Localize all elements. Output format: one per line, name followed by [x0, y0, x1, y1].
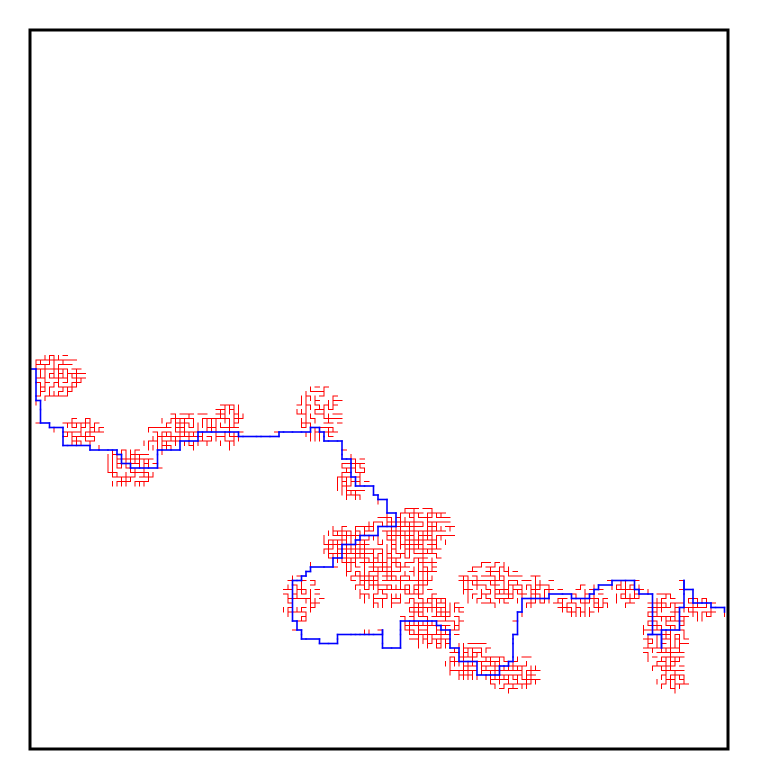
blue-crossing-path	[30, 368, 726, 676]
square-frame	[28, 28, 730, 751]
